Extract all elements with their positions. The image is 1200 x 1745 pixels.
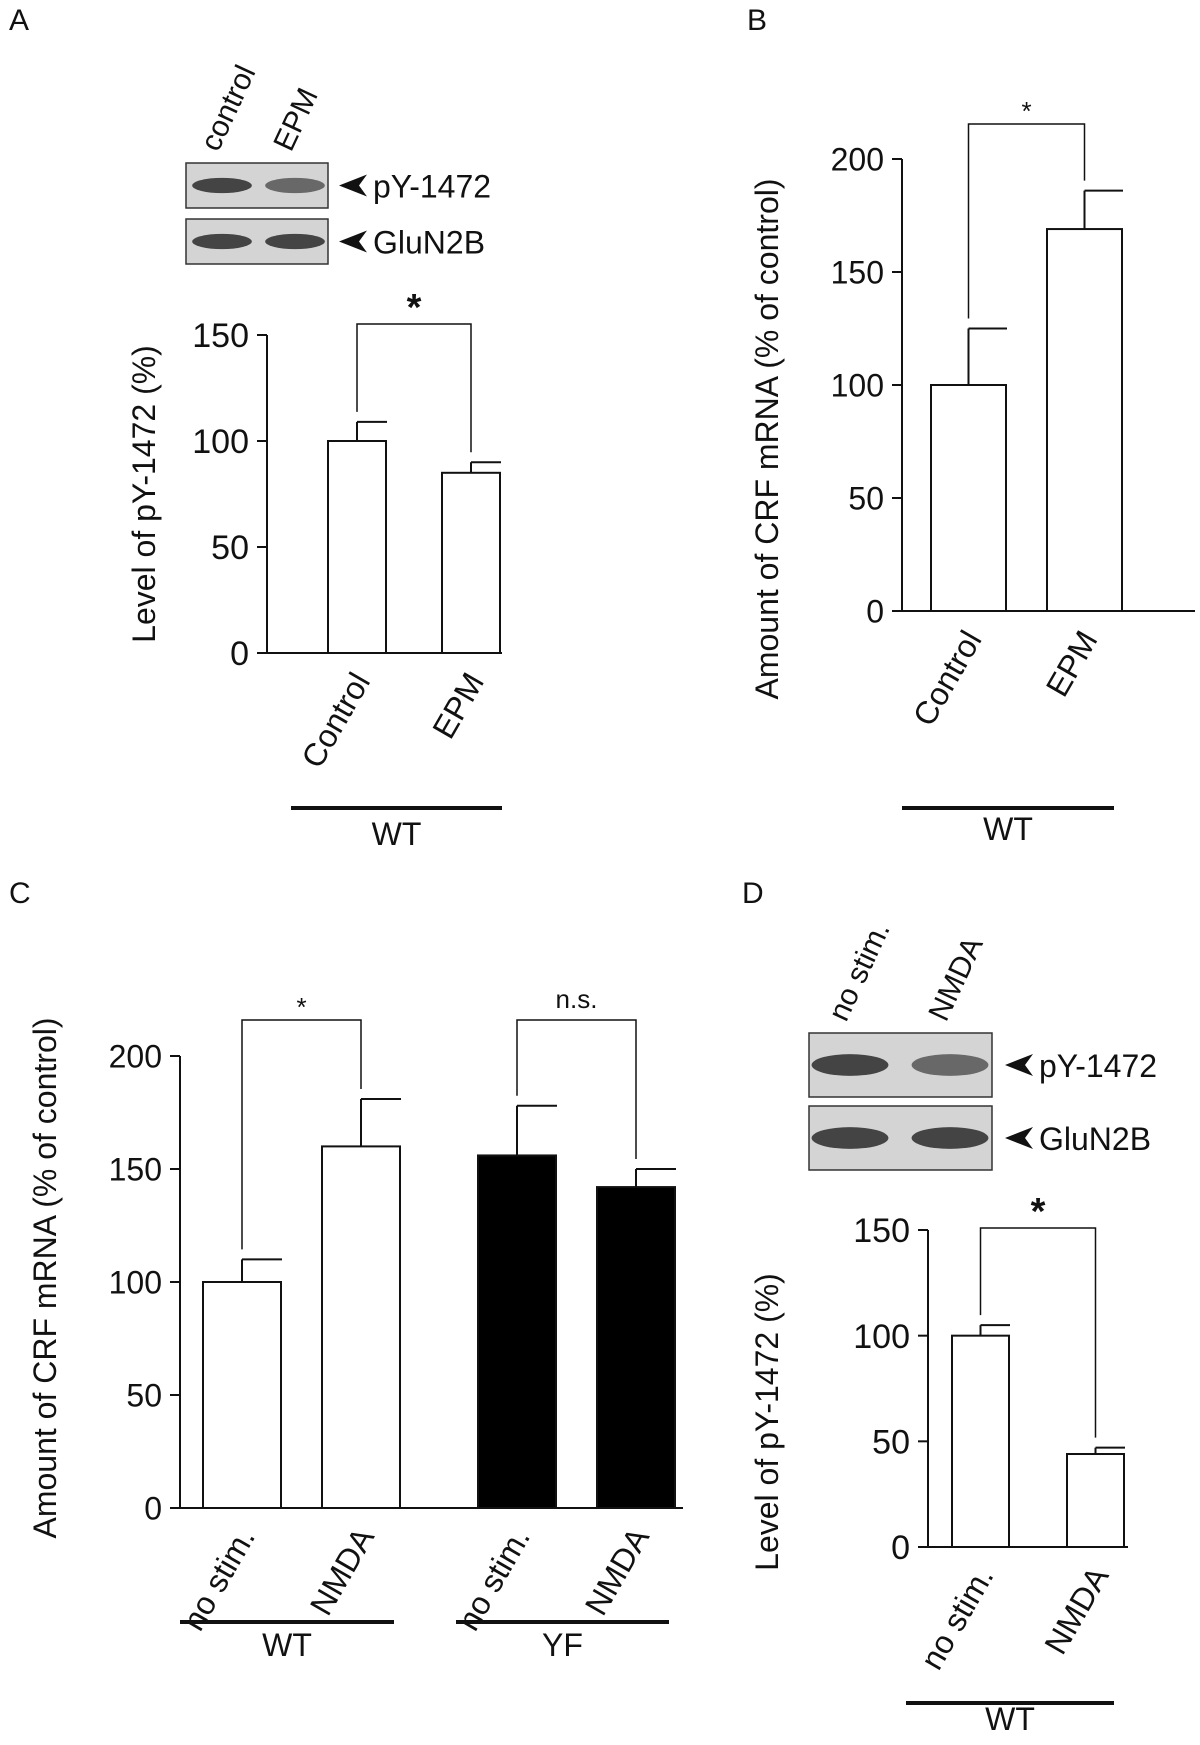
blot-band: [911, 1054, 989, 1076]
blot-band: [811, 1127, 889, 1149]
y-tick-label: 100: [853, 1318, 910, 1356]
bar: [1066, 1453, 1125, 1548]
group-label: YF: [542, 1627, 583, 1663]
y-tick-label: 50: [848, 481, 884, 517]
panel-label: A: [9, 4, 29, 37]
group-label: WT: [372, 816, 422, 852]
y-tick-label: 50: [872, 1424, 910, 1462]
y-tick-label: 0: [891, 1529, 910, 1567]
significance-label: n.s.: [556, 984, 598, 1014]
significance-bracket: [967, 123, 1086, 319]
y-tick-label: 0: [144, 1491, 162, 1527]
bar: [321, 1145, 401, 1510]
y-tick-label: 100: [109, 1265, 162, 1301]
x-tick-label: EPM: [1039, 625, 1105, 703]
significance-label: *: [407, 287, 422, 329]
blot-band: [265, 177, 325, 194]
blot-arrow: [1005, 1054, 1033, 1076]
y-tick-label: 0: [866, 594, 884, 630]
blot-band: [192, 233, 252, 250]
y-tick-label: 100: [192, 423, 249, 461]
significance-label: *: [1021, 96, 1031, 126]
x-tick-label: Control: [294, 667, 377, 774]
y-tick-label: 150: [109, 1152, 162, 1188]
x-tick-label: no stim.: [913, 1561, 1000, 1676]
lane-label: no stim.: [822, 917, 896, 1026]
bar: [441, 471, 501, 654]
y-tick-label: 150: [853, 1212, 910, 1250]
y-tick-label: 200: [109, 1039, 162, 1075]
significance-bracket: [241, 1019, 362, 1250]
y-tick-label: 150: [192, 317, 249, 355]
y-axis-label: Level of pY-1472 (%): [749, 1273, 785, 1571]
y-axis-label: Amount of CRF mRNA (% of control): [27, 1017, 63, 1538]
band-label: GluN2B: [1039, 1121, 1151, 1157]
bar: [596, 1186, 676, 1509]
significance-bracket: [516, 1019, 637, 1159]
panel-label: B: [747, 4, 767, 37]
band-label: pY-1472: [373, 169, 491, 205]
panel-label: D: [742, 877, 764, 910]
blot-arrow: [339, 230, 367, 253]
bar: [1046, 228, 1123, 612]
bar: [202, 1281, 282, 1509]
blot-band: [911, 1127, 989, 1149]
group-label: WT: [262, 1627, 312, 1663]
x-tick-label: NMDA: [578, 1521, 657, 1621]
y-axis-label: Level of pY-1472 (%): [126, 345, 162, 643]
lane-label: NMDA: [922, 932, 989, 1026]
panel-label: C: [9, 877, 31, 910]
blot-arrow: [339, 174, 367, 197]
blot-band: [811, 1054, 889, 1076]
y-tick-label: 50: [211, 529, 249, 567]
x-tick-label: EPM: [425, 667, 491, 745]
bar: [477, 1154, 557, 1509]
blot-band: [192, 177, 252, 194]
band-label: pY-1472: [1039, 1048, 1157, 1084]
significance-bracket: [356, 323, 472, 453]
y-tick-label: 150: [831, 255, 884, 291]
significance-label: *: [1031, 1191, 1046, 1233]
lane-label: EPM: [267, 83, 324, 156]
bar: [930, 384, 1007, 612]
x-tick-label: Control: [906, 625, 989, 732]
y-tick-label: 100: [831, 368, 884, 404]
y-tick-label: 50: [126, 1378, 162, 1414]
significance-label: *: [296, 992, 306, 1022]
bar: [327, 440, 387, 654]
blot-band: [265, 233, 325, 250]
significance-bracket: [979, 1227, 1097, 1438]
x-tick-label: no stim.: [450, 1522, 537, 1637]
blot-arrow: [1005, 1127, 1033, 1149]
group-label: WT: [985, 1701, 1035, 1737]
bar: [951, 1334, 1010, 1548]
x-tick-label: no stim.: [175, 1522, 262, 1637]
band-label: GluN2B: [373, 225, 485, 261]
lane-label: control: [194, 60, 262, 156]
x-tick-label: NMDA: [1037, 1560, 1116, 1660]
y-tick-label: 200: [831, 142, 884, 178]
y-axis-label: Amount of CRF mRNA (% of control): [749, 178, 785, 699]
x-tick-label: NMDA: [303, 1521, 382, 1621]
y-tick-label: 0: [230, 635, 249, 673]
group-label: WT: [983, 811, 1033, 847]
